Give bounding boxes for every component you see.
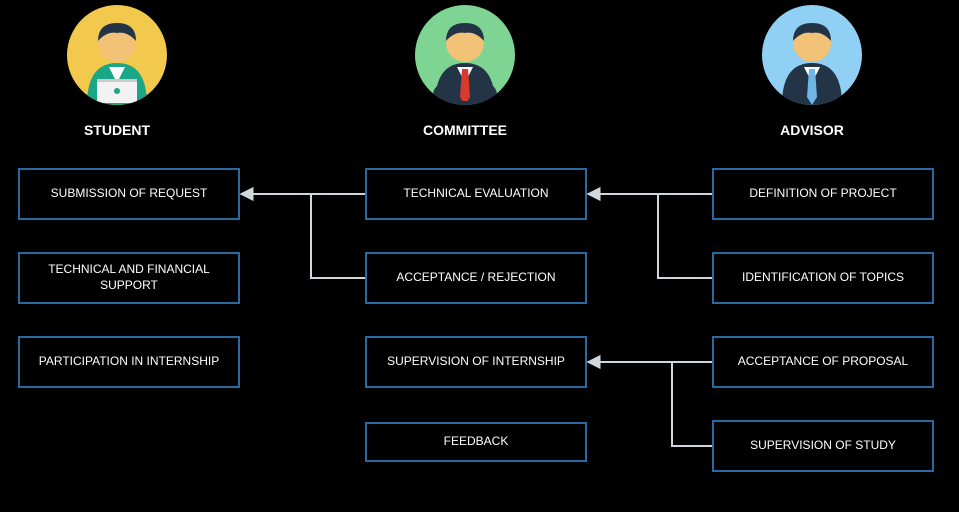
- person-icon: [415, 5, 515, 105]
- box-l2: TECHNICAL AND FINANCIAL SUPPORT: [18, 252, 240, 304]
- person-icon: [762, 5, 862, 105]
- box-r3: ACCEPTANCE OF PROPOSAL: [712, 336, 934, 388]
- role-label-col-right: ADVISOR: [712, 122, 912, 138]
- avatar-col-mid: [415, 5, 515, 105]
- box-r1: DEFINITION OF PROJECT: [712, 168, 934, 220]
- box-l3: PARTICIPATION IN INTERNSHIP: [18, 336, 240, 388]
- person-icon: [67, 5, 167, 105]
- box-m4: FEEDBACK: [365, 422, 587, 462]
- edge-m2-l1: [241, 194, 365, 278]
- box-l1: SUBMISSION OF REQUEST: [18, 168, 240, 220]
- box-m1: TECHNICAL EVALUATION: [365, 168, 587, 220]
- box-r4: SUPERVISION OF STUDY: [712, 420, 934, 472]
- box-m3: SUPERVISION OF INTERNSHIP: [365, 336, 587, 388]
- box-m2: ACCEPTANCE / REJECTION: [365, 252, 587, 304]
- role-label-col-mid: COMMITTEE: [365, 122, 565, 138]
- edge-r2-m1: [588, 194, 712, 278]
- avatar-col-right: [762, 5, 862, 105]
- box-r2: IDENTIFICATION OF TOPICS: [712, 252, 934, 304]
- role-label-col-left: STUDENT: [17, 122, 217, 138]
- edge-r4-m3: [588, 362, 712, 446]
- diagram-stage: STUDENT COMMITTEE ADVISOR SUBMISSION OF REQ…: [0, 0, 959, 512]
- avatar-col-left: [67, 5, 167, 105]
